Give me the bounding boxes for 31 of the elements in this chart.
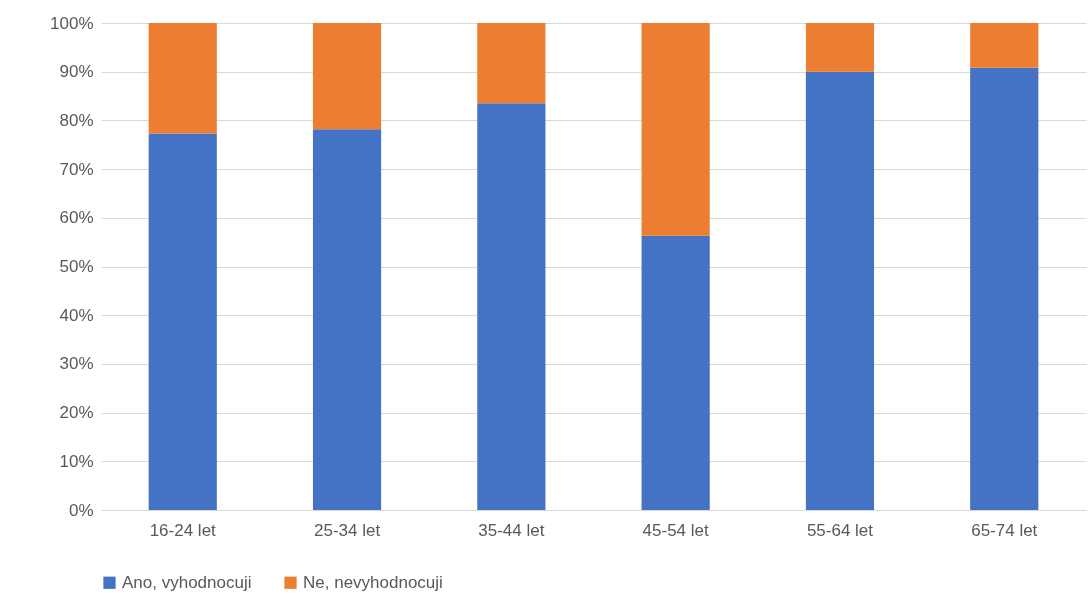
bar <box>641 235 710 510</box>
y-tick-label: 30% <box>59 354 94 374</box>
bar <box>477 103 546 510</box>
y-tick-label: 0% <box>68 500 94 520</box>
bar <box>312 129 382 510</box>
y-tick-label: 70% <box>59 159 94 179</box>
bar <box>970 23 1039 68</box>
y-tick-label: 90% <box>59 62 94 82</box>
bar <box>148 23 217 134</box>
x-tick-label: 65-74 let <box>971 520 1038 540</box>
y-tick-label: 60% <box>59 208 94 228</box>
legend-label: Ne, nevyhodnocuji <box>303 572 443 592</box>
x-tick-label: 35-44 let <box>478 520 545 540</box>
bar <box>641 23 710 236</box>
bar <box>970 67 1039 510</box>
x-tick-label: 45-54 let <box>642 520 709 540</box>
bar <box>312 23 382 130</box>
bar <box>805 23 875 72</box>
y-tick-label: 40% <box>59 305 94 325</box>
y-tick-label: 80% <box>59 110 94 130</box>
y-tick-label: 50% <box>59 257 94 276</box>
x-tick-label: 55-64 let <box>806 520 874 540</box>
bar <box>477 23 546 104</box>
bar <box>148 133 217 510</box>
y-tick-label: 100% <box>50 13 94 33</box>
x-tick-label: 25-34 let <box>313 520 381 540</box>
y-tick-label: 10% <box>59 451 94 471</box>
bar <box>805 71 875 510</box>
x-tick-label: 16-24 let <box>149 520 217 540</box>
y-tick-label: 20% <box>59 403 94 423</box>
legend-label: Ano, vyhodnocuji <box>122 572 252 592</box>
